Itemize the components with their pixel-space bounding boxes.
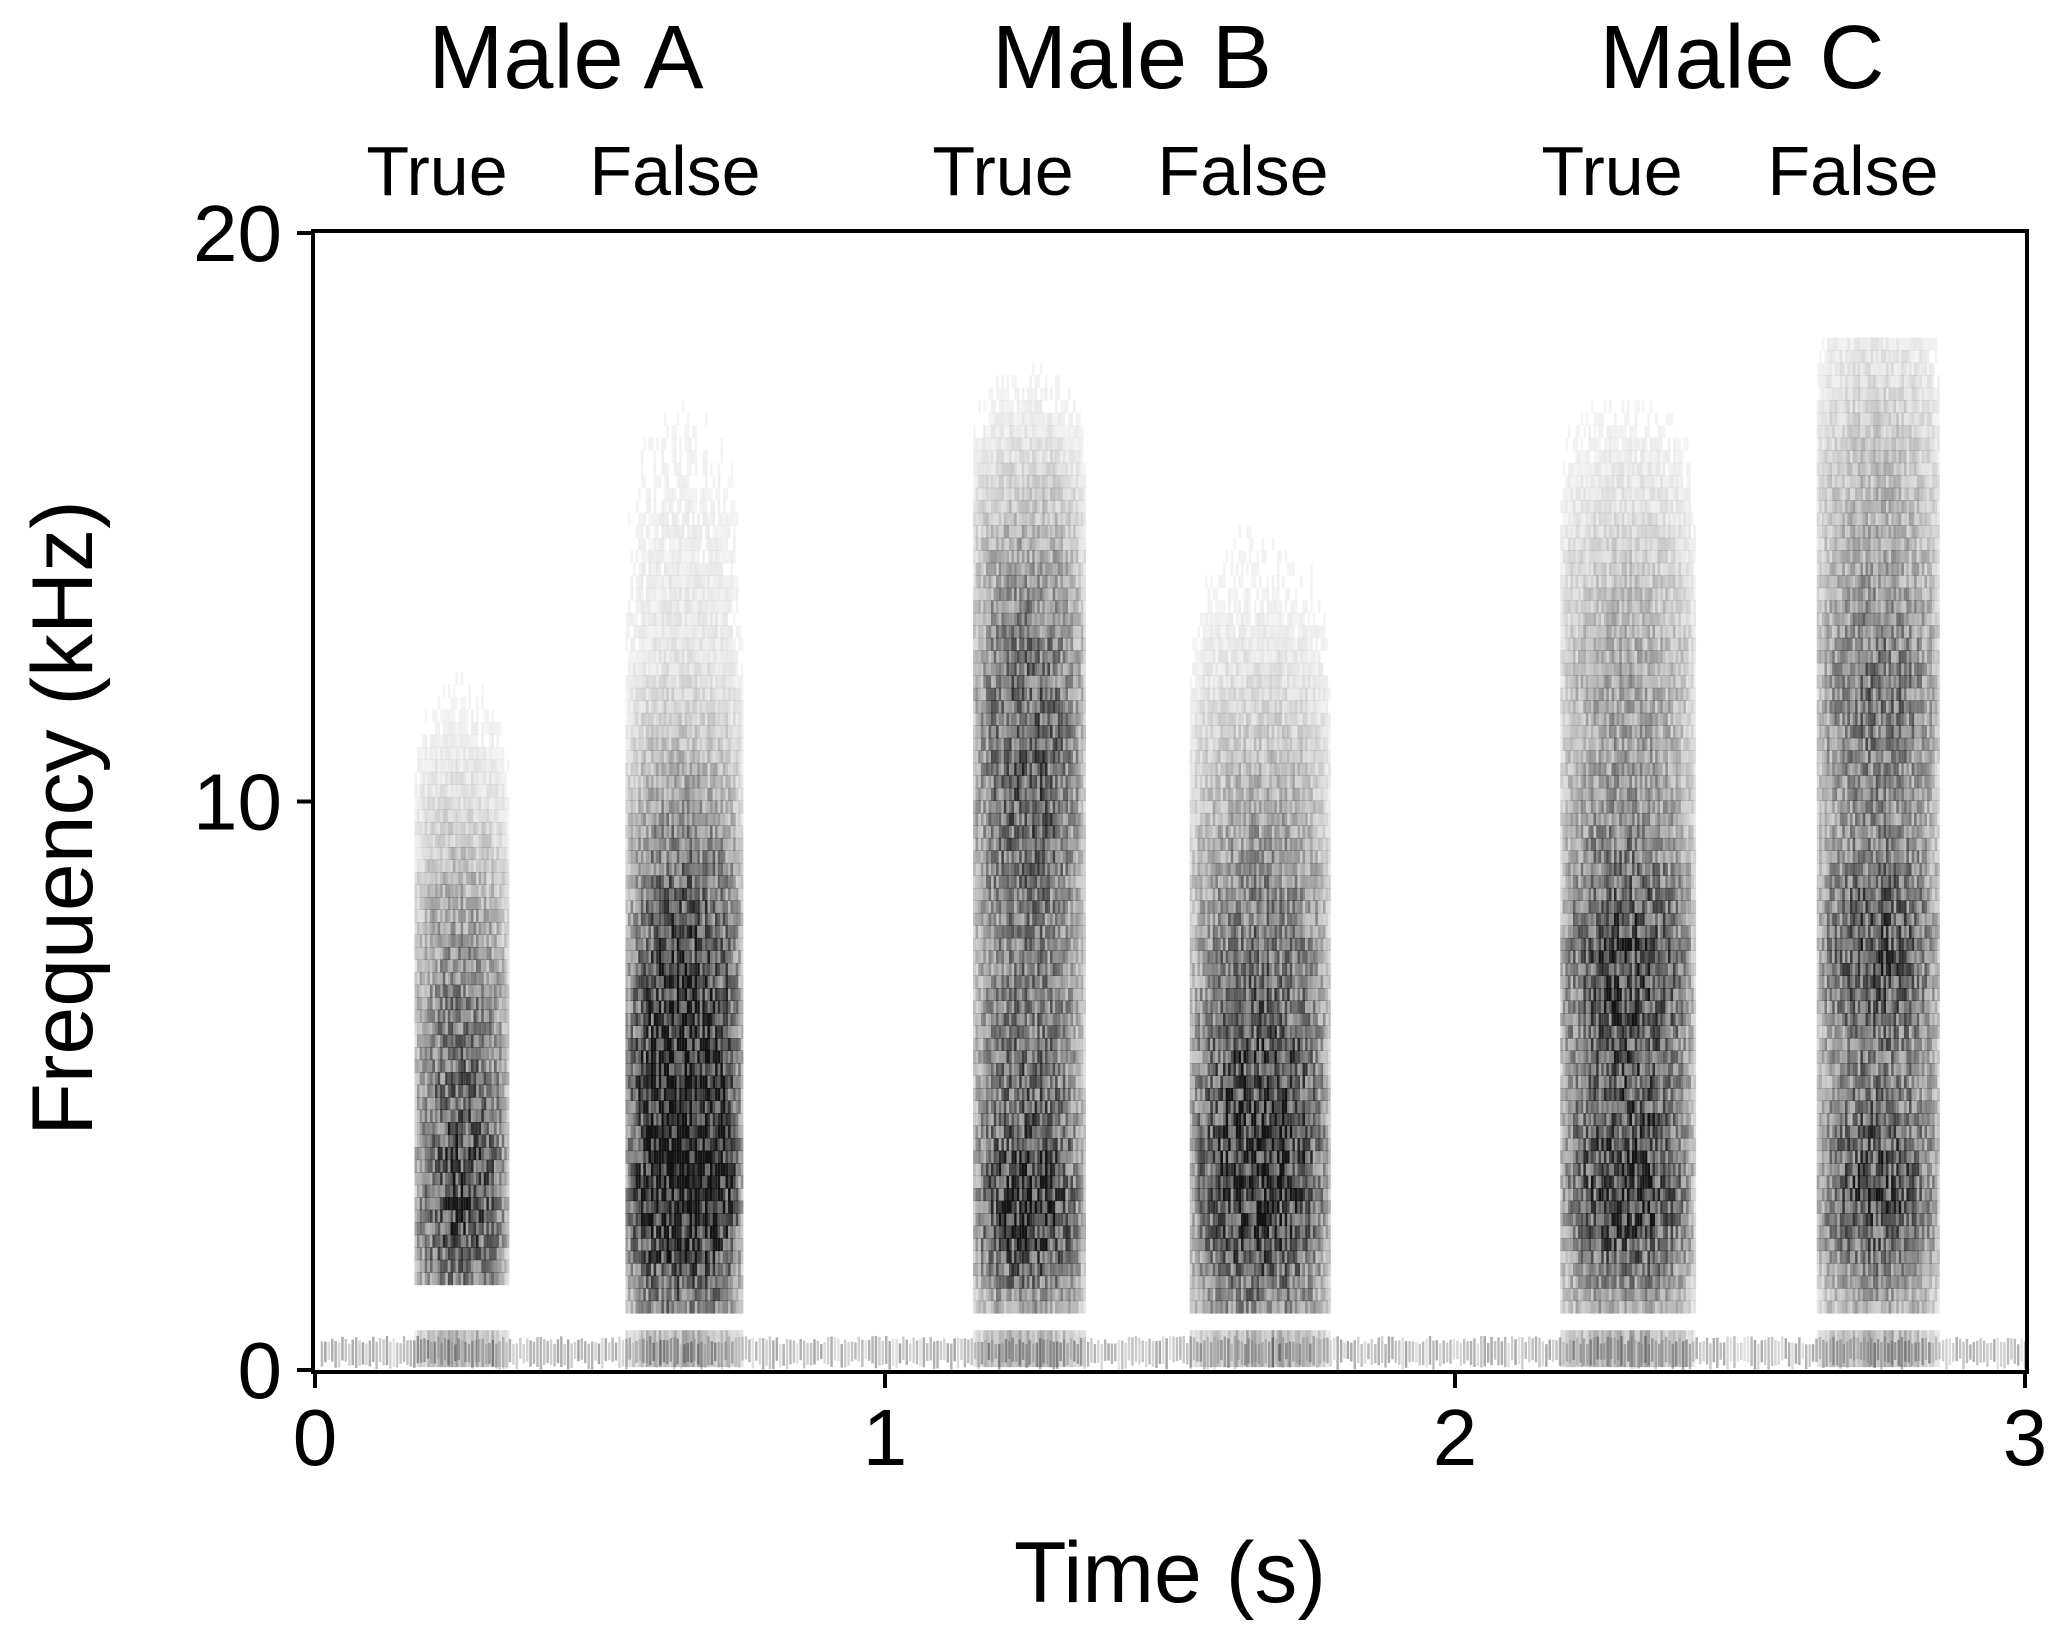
x-tick-label: 0 [293,1393,338,1482]
sub-label-male-b-true: True [932,132,1073,210]
group-label-male-a: Male A [428,8,703,108]
x-axis-label: Time (s) [1014,1525,1326,1621]
y-tick-label: 20 [193,189,282,278]
x-tick-label: 3 [2003,1393,2048,1482]
call-male-b-true [971,363,1087,1368]
group-label-male-c: Male C [1599,8,1884,108]
y-tick-label: 10 [193,758,282,847]
x-tick-label: 1 [863,1393,908,1482]
x-tick-label: 2 [1433,1393,1478,1482]
plot-frame [313,231,2027,1372]
sub-label-male-a-true: True [366,132,507,210]
call-male-c-false [1814,338,1940,1368]
call-male-a-true [412,672,510,1367]
y-tick-label: 0 [238,1326,283,1415]
y-axis-label: Frequency (kHz) [15,500,111,1136]
sub-label-male-a-false: False [589,132,760,210]
sub-label-male-b-false: False [1157,132,1328,210]
call-male-b-false [1187,525,1331,1367]
call-male-c-true [1558,400,1697,1367]
group-label-male-b: Male B [992,8,1272,108]
call-male-a-false [623,400,744,1367]
sub-label-male-c-false: False [1767,132,1938,210]
spectrogram-plot-area [321,338,2027,1370]
sub-label-male-c-true: True [1541,132,1682,210]
background-noise-band [321,1336,2027,1370]
